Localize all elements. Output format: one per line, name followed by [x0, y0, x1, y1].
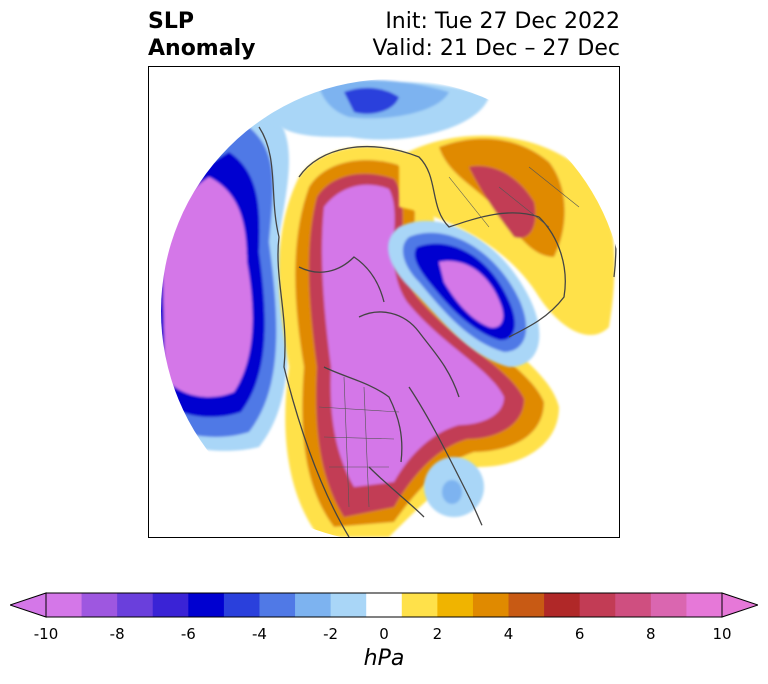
colorbar-tick-label: -6	[180, 625, 196, 643]
colorbar-boxes	[46, 593, 723, 617]
colorbar	[10, 592, 758, 618]
colorbar-tick-label: 0	[379, 625, 389, 643]
colorbar-box	[259, 593, 296, 617]
title-line-1: SLP	[148, 9, 194, 34]
colorbar-box	[615, 593, 652, 617]
colorbar-box	[544, 593, 581, 617]
na-high	[279, 146, 559, 537]
colorbar-box	[188, 593, 225, 617]
colorbar-tick-label: -2	[323, 625, 339, 643]
colorbar-box	[330, 593, 367, 617]
colorbar-tick-label: -4	[251, 625, 267, 643]
colorbar-tick-label: 2	[432, 625, 443, 643]
colorbar-tick-label: 10	[712, 625, 732, 643]
init-time: Init: Tue 27 Dec 2022	[385, 9, 620, 34]
colorbar-box	[508, 593, 545, 617]
colorbar-tick-label: 4	[503, 625, 514, 643]
colorbar-box	[437, 593, 474, 617]
colorbar-tick-label: 8	[646, 625, 656, 643]
colorbar-box	[81, 593, 118, 617]
map-panel	[148, 66, 620, 538]
political-borders	[318, 166, 580, 508]
colorbar-tick-label: -8	[109, 625, 125, 643]
colorbar-box	[650, 593, 687, 617]
title-line-2: Anomaly	[148, 36, 256, 61]
pacific-low	[161, 107, 289, 451]
canada-low	[259, 80, 489, 140]
colorbar-box	[46, 593, 83, 617]
colorbar-outline	[45, 592, 723, 618]
siberia-high	[399, 135, 615, 336]
colorbar-box	[686, 593, 723, 617]
colorbar-box	[223, 593, 260, 617]
valid-period: Valid: 21 Dec – 27 Dec	[372, 36, 620, 61]
chart-title: SLP Anomaly	[148, 8, 255, 62]
colorbar-box	[117, 593, 154, 617]
colorbar-unit: hPa	[363, 646, 405, 671]
chart-subtitle: Init: Tue 27 Dec 2022 Valid: 21 Dec – 27…	[372, 8, 620, 62]
colorbar-box	[401, 593, 438, 617]
arctic-low	[388, 220, 540, 367]
colorbar-box	[295, 593, 332, 617]
anomaly-field	[161, 79, 619, 537]
colorbar-box	[366, 593, 403, 617]
colorbar-over-triangle	[721, 592, 758, 618]
colorbar-under-triangle	[10, 592, 47, 618]
colorbar-tick-label: -10	[33, 625, 59, 643]
atlantic-low	[424, 457, 484, 517]
colorbar-box	[472, 593, 510, 617]
colorbar-box	[152, 593, 189, 617]
anomaly-map	[161, 79, 619, 537]
colorbar-box	[579, 593, 616, 617]
colorbar-tick-label: 6	[574, 625, 585, 643]
